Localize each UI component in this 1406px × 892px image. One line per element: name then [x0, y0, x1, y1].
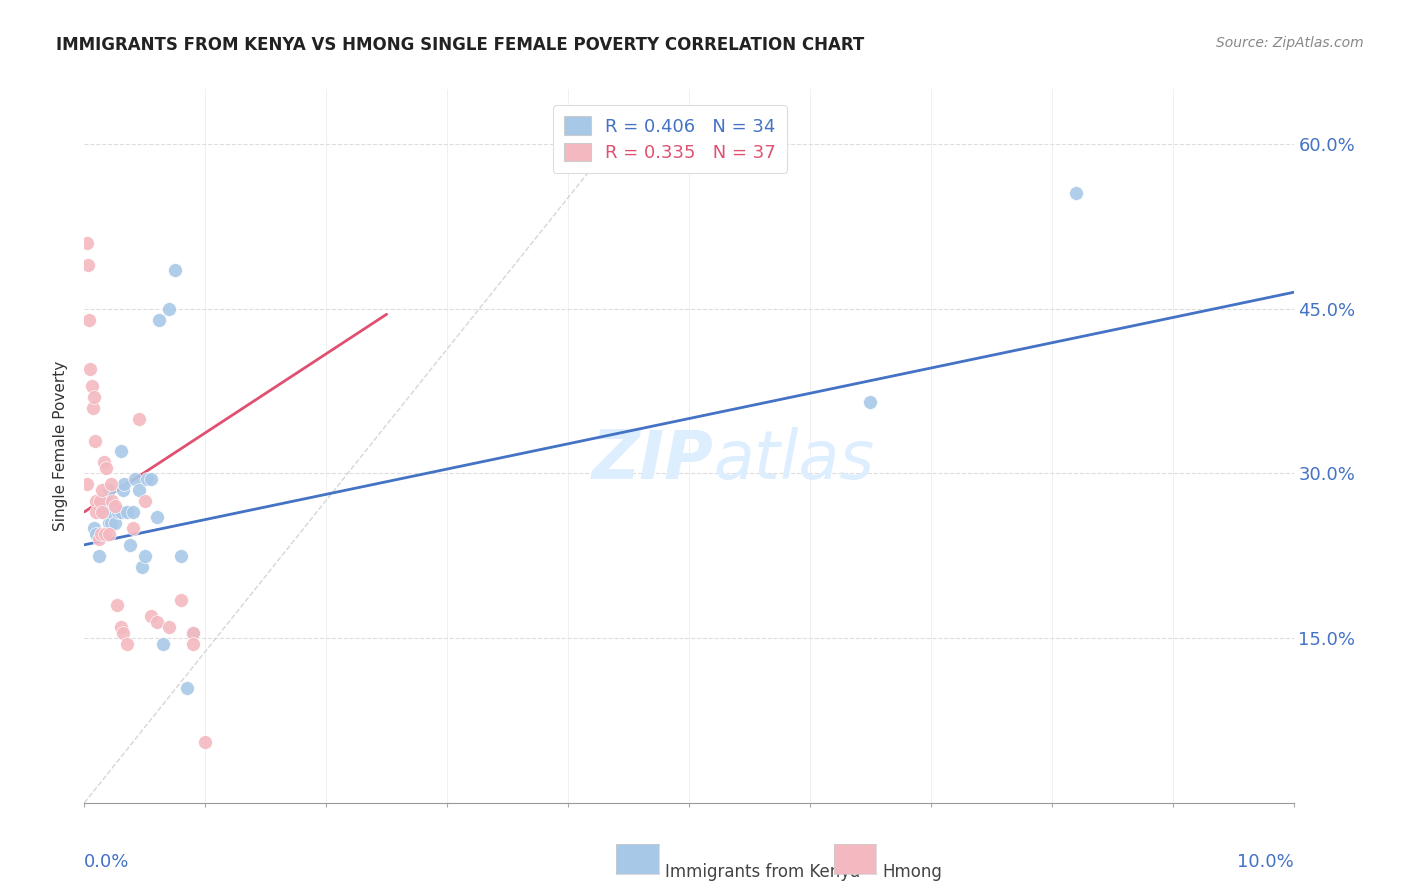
Point [101, 505, 124, 519]
Point [170, 549, 193, 563]
Point [112, 625, 135, 640]
Point [170, 592, 193, 607]
Point [115, 505, 138, 519]
Point [124, 472, 146, 486]
Point [131, 559, 153, 574]
Point [104, 500, 127, 514]
Point [110, 620, 132, 634]
Point [94, 526, 117, 541]
Point [84, 434, 107, 448]
Point [194, 735, 217, 749]
Point [1064, 186, 1087, 201]
Point [121, 505, 143, 519]
Legend: R = 0.406   N = 34, R = 0.335   N = 37: R = 0.406 N = 34, R = 0.335 N = 37 [553, 105, 787, 173]
Point [148, 312, 170, 326]
Point [110, 444, 132, 458]
Point [97, 483, 120, 497]
Text: Hmong: Hmong [883, 863, 942, 881]
Point [112, 483, 135, 497]
Point [87, 549, 110, 563]
Point [134, 494, 156, 508]
Point [87, 533, 110, 547]
Point [82, 401, 104, 415]
Point [100, 516, 122, 530]
Text: ZIP: ZIP [592, 427, 713, 493]
Point [76, 235, 98, 250]
Point [139, 472, 162, 486]
Point [77, 312, 100, 326]
Point [89, 494, 111, 508]
Point [83, 521, 105, 535]
Point [176, 681, 198, 695]
Point [90, 526, 112, 541]
Point [139, 609, 162, 624]
Point [128, 411, 150, 425]
Point [79, 362, 101, 376]
Point [80, 378, 103, 392]
Point [91, 505, 114, 519]
Point [128, 483, 150, 497]
Point [107, 505, 129, 519]
Point [91, 505, 114, 519]
Point [105, 598, 128, 612]
Point [121, 521, 143, 535]
Point [104, 516, 127, 530]
Point [86, 494, 108, 508]
Point [97, 516, 120, 530]
Point [86, 526, 108, 541]
Text: Source: ZipAtlas.com: Source: ZipAtlas.com [1216, 36, 1364, 50]
Point [110, 505, 132, 519]
Point [100, 477, 122, 491]
Text: IMMIGRANTS FROM KENYA VS HMONG SINGLE FEMALE POVERTY CORRELATION CHART: IMMIGRANTS FROM KENYA VS HMONG SINGLE FE… [56, 36, 865, 54]
Point [181, 637, 204, 651]
Point [120, 538, 142, 552]
Text: 0.0%: 0.0% [84, 853, 129, 871]
Point [146, 510, 169, 524]
Point [181, 625, 204, 640]
Point [97, 526, 120, 541]
Y-axis label: Single Female Poverty: Single Female Poverty [53, 361, 69, 531]
Point [157, 301, 180, 316]
Point [112, 477, 135, 491]
Text: 10.0%: 10.0% [1237, 853, 1294, 871]
Point [91, 483, 114, 497]
Point [115, 637, 138, 651]
Text: Immigrants from Kenya: Immigrants from Kenya [665, 863, 860, 881]
Point [101, 494, 124, 508]
Point [181, 625, 204, 640]
Text: atlas: atlas [713, 427, 875, 493]
Point [152, 637, 174, 651]
Point [93, 455, 115, 469]
Point [94, 494, 117, 508]
Point [83, 390, 105, 404]
Point [165, 263, 187, 277]
Point [136, 472, 159, 486]
Point [146, 615, 169, 629]
Point [134, 549, 156, 563]
Point [94, 461, 117, 475]
Point [77, 258, 100, 272]
Point [76, 477, 98, 491]
Point [157, 620, 180, 634]
Point [86, 505, 108, 519]
Point [859, 395, 882, 409]
